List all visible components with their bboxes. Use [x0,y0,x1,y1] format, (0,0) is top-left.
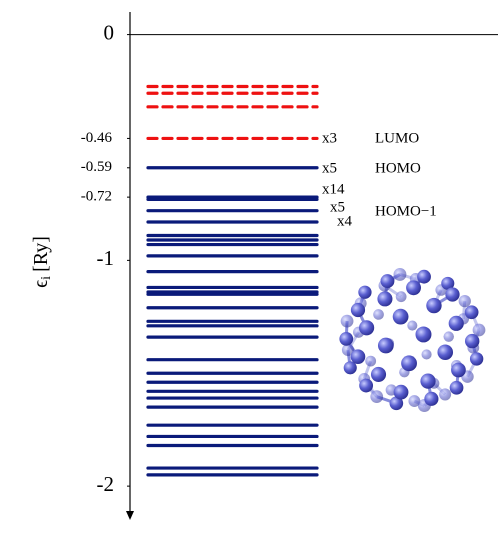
atom [389,396,404,411]
atom [339,332,354,346]
atom [458,294,471,308]
atom [377,291,393,307]
degeneracy-label: x14 [322,181,345,197]
atom [417,269,431,284]
atom [469,352,484,366]
atom [395,291,407,303]
atom [358,285,372,299]
y-tick-label: -2 [97,472,115,496]
atom [439,388,452,401]
atom [472,323,486,337]
atom [365,355,377,367]
atom [408,395,421,407]
atom [420,373,436,389]
y-tick-label: -1 [97,246,115,270]
c60-molecule [339,268,486,413]
atom [443,331,454,342]
y-tick-label: -0.59 [81,159,112,175]
y-label-symbol: ϵ [30,280,52,288]
atom [370,390,384,404]
atom [407,320,418,331]
atom [393,268,407,281]
atom [393,384,409,400]
orbital-label: HOMO [375,160,421,176]
atom [401,355,417,372]
y-axis-label: ϵi [Ry] [30,236,55,288]
atom [415,326,432,343]
y-tick-label: 0 [104,20,115,44]
atom [445,287,460,302]
y-label-unit: [Ry] [30,236,52,272]
atom [359,320,375,336]
degeneracy-label: x5 [330,199,345,215]
atom [424,391,439,406]
y-tick-label: -0.72 [81,189,112,205]
atom [359,378,374,393]
atom [464,333,480,349]
atom [377,337,394,354]
y-label-subscript: i [39,276,54,280]
atom [392,308,409,325]
atom [449,380,464,395]
atom [370,366,387,382]
atom [340,314,354,328]
degeneracy-label: x5 [322,160,337,176]
atom [373,309,384,320]
atom [421,349,432,360]
atom [451,362,466,378]
atom [406,280,421,296]
atom [464,305,479,320]
y-tick-label: -0.46 [81,130,113,146]
atom [441,276,455,290]
atom [350,302,366,318]
atom [448,315,464,331]
degeneracy-label: x3 [322,130,337,146]
degeneracy-label: x4 [337,213,353,229]
atom [426,297,442,314]
orbital-label: HOMO−1 [375,203,437,219]
y-axis-arrow [126,511,134,520]
atom [343,361,357,375]
atom [437,344,454,360]
orbital-label: LUMO [375,130,419,146]
atom [341,343,354,357]
atom [380,274,395,289]
atom [350,349,366,364]
